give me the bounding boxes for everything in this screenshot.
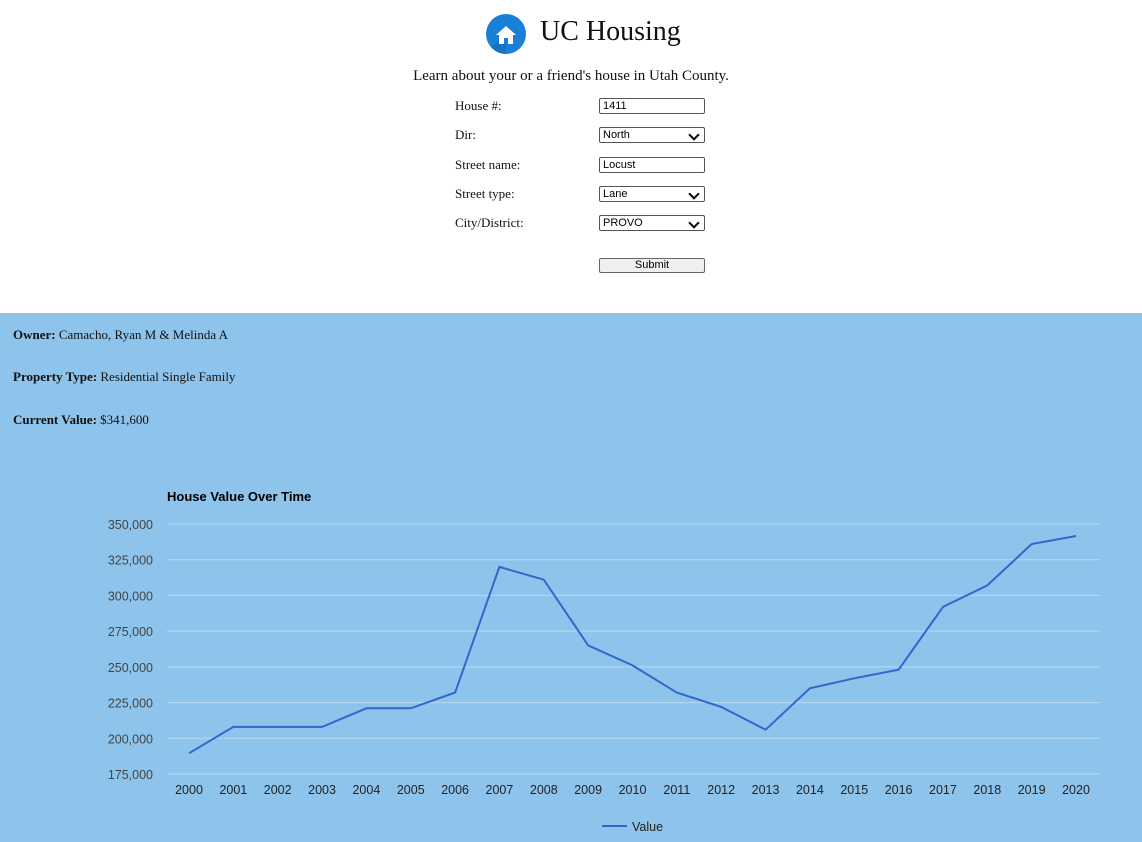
submit-button[interactable]: Submit <box>599 258 705 273</box>
x-tick-label: 2018 <box>973 783 1001 797</box>
current-value-info: Current Value: $341,600 <box>13 412 149 428</box>
y-tick-label: 250,000 <box>108 661 153 675</box>
house-icon <box>486 14 526 54</box>
street-name-label: Street name: <box>455 157 521 172</box>
chevron-down-icon <box>688 217 700 229</box>
owner-info: Owner: Camacho, Ryan M & Melinda A <box>13 327 228 343</box>
search-panel: UC Housing Learn about your or a friend'… <box>0 0 1142 313</box>
results-panel: Owner: Camacho, Ryan M & Melinda A Prope… <box>0 313 1142 842</box>
street-type-select[interactable]: Lane <box>599 186 705 202</box>
city-label: City/District: <box>455 215 524 230</box>
x-tick-label: 2006 <box>441 783 469 797</box>
x-tick-label: 2009 <box>574 783 602 797</box>
x-tick-label: 2000 <box>175 783 203 797</box>
dir-label: Dir: <box>455 127 476 142</box>
house-value-chart: House Value Over Time 350,000 325,000 300,0… <box>108 489 1100 834</box>
x-tick-label: 2001 <box>219 783 247 797</box>
x-tick-label: 2015 <box>840 783 868 797</box>
x-tick-label: 2011 <box>663 783 690 797</box>
x-tick-label: 2010 <box>619 783 647 797</box>
x-tick-label: 2005 <box>397 783 425 797</box>
x-tick-label: 2008 <box>530 783 558 797</box>
property-type-value: Residential Single Family <box>100 369 236 384</box>
series-line-value <box>188 535 1077 755</box>
y-tick-label: 275,000 <box>108 625 153 639</box>
current-value-value: $341,600 <box>100 412 149 427</box>
chevron-down-icon <box>688 129 700 141</box>
dir-select[interactable]: North <box>599 127 705 143</box>
street-type-select-value: Lane <box>603 188 628 200</box>
chevron-down-icon <box>688 188 700 200</box>
x-tick-label: 2016 <box>885 783 913 797</box>
x-tick-label: 2014 <box>796 783 824 797</box>
y-tick-label: 300,000 <box>108 589 153 603</box>
owner-value: Camacho, Ryan M & Melinda A <box>58 327 229 342</box>
app-subtitle: Learn about your or a friend's house in … <box>413 68 729 84</box>
x-tick-label: 2002 <box>264 783 292 797</box>
owner-label: Owner: <box>13 327 56 342</box>
street-name-input[interactable]: Locust <box>599 157 705 173</box>
chart-title: House Value Over Time <box>167 489 311 504</box>
y-tick-label: 200,000 <box>108 732 153 746</box>
y-tick-label: 350,000 <box>108 518 153 532</box>
x-tick-label: 2020 <box>1062 783 1090 797</box>
app-title: UC Housing <box>540 16 681 47</box>
x-tick-label: 2012 <box>707 783 735 797</box>
house-number-input[interactable]: 1411 <box>599 98 705 114</box>
y-tick-label: 325,000 <box>108 554 153 568</box>
legend-label: Value <box>632 820 663 834</box>
x-tick-label: 2019 <box>1018 783 1046 797</box>
property-type-label: Property Type: <box>13 369 98 384</box>
x-tick-label: 2004 <box>352 783 380 797</box>
city-select[interactable]: PROVO <box>599 215 705 231</box>
property-type-info: Property Type: Residential Single Family <box>13 369 235 385</box>
x-tick-label: 2007 <box>486 783 514 797</box>
x-tick-label: 2003 <box>308 783 336 797</box>
current-value-label: Current Value: <box>13 412 97 427</box>
y-tick-label: 175,000 <box>108 768 153 782</box>
house-number-label: House #: <box>455 98 502 113</box>
x-tick-label: 2013 <box>752 783 780 797</box>
city-select-value: PROVO <box>603 217 643 229</box>
y-tick-label: 225,000 <box>108 697 153 711</box>
x-tick-label: 2017 <box>929 783 957 797</box>
dir-select-value: North <box>603 129 630 141</box>
street-type-label: Street type: <box>455 186 515 201</box>
